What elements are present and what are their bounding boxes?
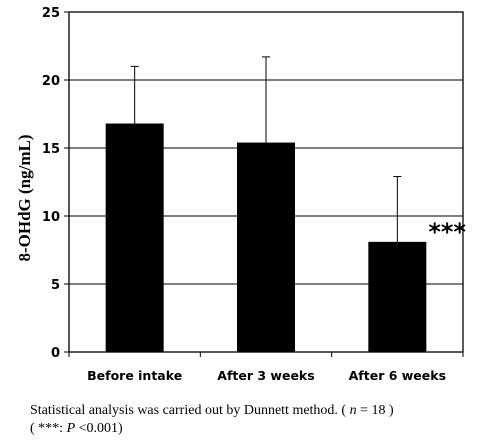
error-bars	[130, 56, 402, 242]
footnote-p-threshold: <0.001)	[75, 421, 123, 436]
bars	[105, 123, 427, 353]
footnote-p-variable: P	[66, 421, 76, 436]
y-tick-label: 0	[51, 346, 60, 361]
y-tick-labels: 0 5 10 15 20 25	[42, 6, 60, 361]
x-category-labels: Before intake After 3 weeks After 6 weeks	[87, 368, 446, 383]
x-category-label: After 3 weeks	[217, 368, 314, 383]
significance-annotation: ***	[428, 218, 466, 246]
footnote-line-2: ( ***: P <0.001)	[30, 420, 123, 437]
y-axis-label: 8-OHdG (ng/mL)	[15, 134, 34, 261]
footnote-line-1: Statistical analysis was carried out by …	[30, 402, 394, 419]
x-category-label: After 6 weeks	[349, 368, 446, 383]
y-tick-label: 5	[51, 278, 60, 293]
x-category-label: Before intake	[87, 368, 182, 383]
y-tick-label: 10	[42, 210, 60, 225]
footnote-significance-prefix: ( ***:	[30, 421, 67, 436]
bar	[105, 123, 164, 353]
y-tick-label: 20	[42, 74, 60, 89]
footnote-text: Statistical analysis was carried out by …	[30, 403, 347, 418]
y-tick-label: 25	[42, 6, 60, 21]
footnote-n-value: = 18 )	[356, 403, 394, 418]
y-tick-label: 15	[42, 142, 60, 157]
footnote-n-variable: n	[349, 403, 357, 418]
annotations: ***	[428, 218, 466, 246]
bar	[237, 142, 295, 352]
bar	[368, 241, 427, 352]
axes	[64, 11, 464, 357]
plot-frame	[68, 11, 464, 353]
